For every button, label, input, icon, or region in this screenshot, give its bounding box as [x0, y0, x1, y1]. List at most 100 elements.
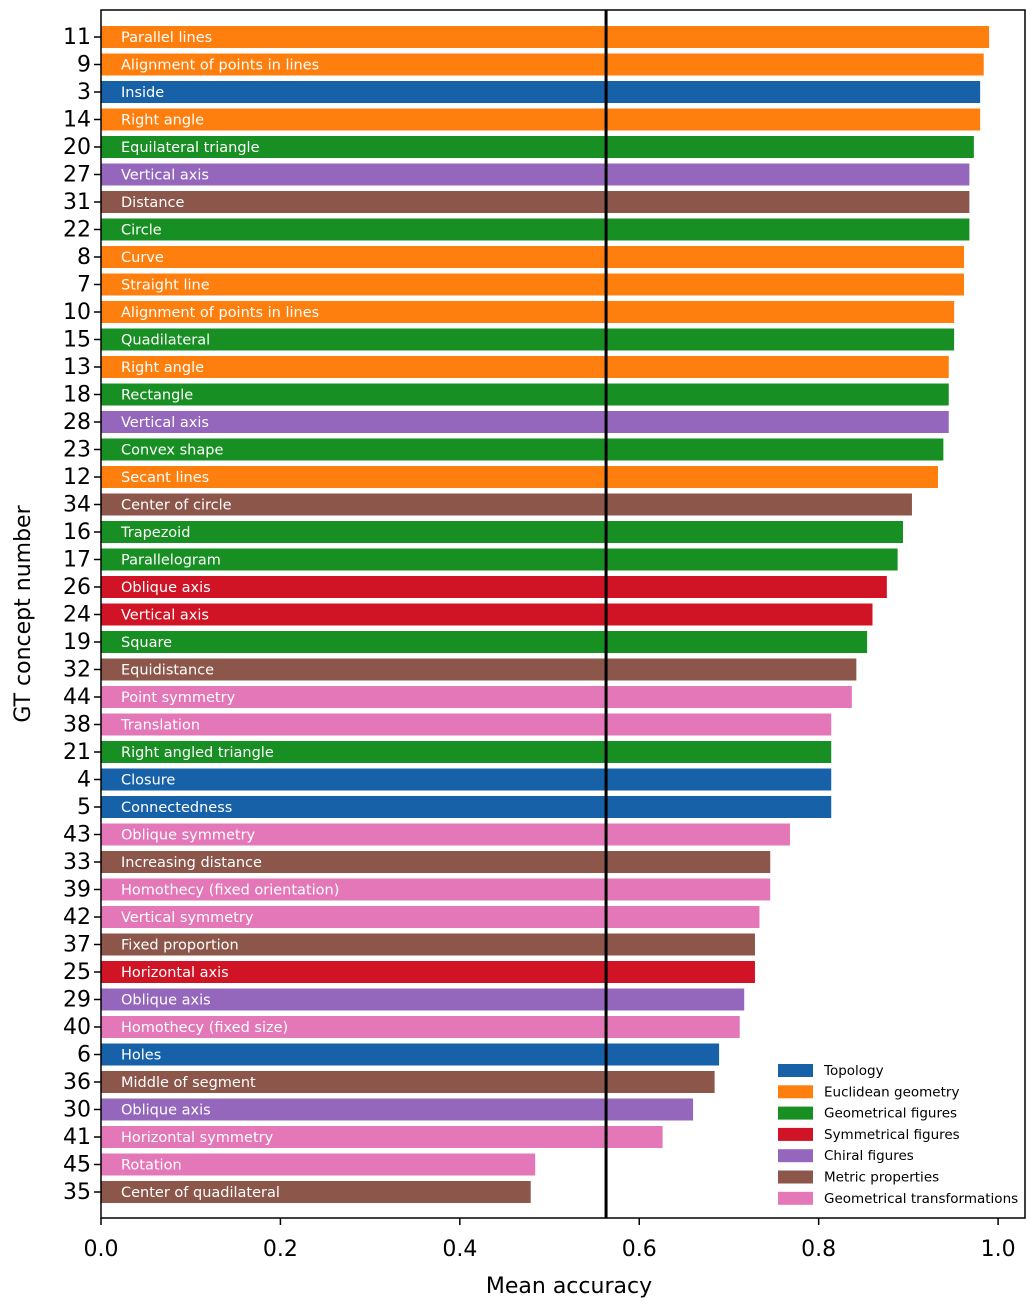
legend-label: Topology: [823, 1063, 884, 1079]
legend-label: Euclidean geometry: [824, 1084, 959, 1100]
y-tick-label: 33: [63, 850, 91, 875]
y-tick-label: 24: [63, 603, 91, 628]
bar-label: Homothecy (fixed size): [121, 1020, 288, 1036]
legend-label: Metric properties: [824, 1170, 939, 1186]
bar: [101, 246, 964, 268]
bar-label: Oblique axis: [121, 1103, 211, 1119]
y-tick-label: 45: [63, 1153, 91, 1178]
bar-label: Quadilateral: [121, 333, 210, 349]
y-tick-label: 36: [63, 1070, 91, 1095]
y-tick-label: 31: [63, 190, 91, 215]
bar: [101, 851, 771, 873]
bar: [101, 631, 868, 653]
y-tick-label: 30: [63, 1098, 91, 1123]
y-tick-label: 19: [63, 630, 91, 655]
bar-label: Vertical axis: [121, 608, 209, 624]
x-axis-label: Mean accuracy: [486, 1274, 652, 1299]
bar-label: Center of circle: [121, 498, 232, 514]
y-tick-label: 22: [63, 218, 91, 243]
bar: [101, 1043, 720, 1066]
bar-label: Distance: [121, 195, 184, 211]
bar: [101, 1016, 740, 1038]
bar: [101, 191, 970, 213]
bar: [101, 328, 955, 351]
bar: [101, 1071, 715, 1093]
bar: [101, 108, 981, 131]
bar: [101, 218, 970, 241]
y-tick-label: 28: [63, 410, 91, 435]
bar: [101, 988, 745, 1011]
bar-label: Alignment of points in lines: [121, 305, 319, 321]
bar: [101, 823, 790, 846]
bar-label: Oblique symmetry: [121, 828, 256, 844]
legend-swatch: [778, 1064, 813, 1077]
y-tick-label: 27: [63, 163, 91, 188]
bar-label: Fixed proportion: [121, 938, 239, 954]
bar: [101, 466, 938, 488]
bar-label: Equidistance: [121, 663, 214, 679]
bar: [101, 741, 832, 763]
y-tick-label: 3: [77, 80, 91, 105]
bar-label: Circle: [121, 223, 162, 239]
bar: [101, 1098, 694, 1121]
bar-label: Horizontal symmetry: [121, 1130, 274, 1146]
y-tick-label: 18: [63, 383, 91, 408]
y-axis-label: GT concept number: [11, 504, 36, 722]
bar-label: Horizontal axis: [121, 965, 229, 981]
bar: [101, 521, 903, 543]
bar: [101, 548, 898, 571]
bar-label: Inside: [121, 85, 164, 101]
x-tick-label: 0.8: [801, 1237, 836, 1262]
bar-label: Homothecy (fixed orientation): [121, 883, 339, 899]
x-tick-label: 0.2: [263, 1237, 298, 1262]
bar: [101, 768, 832, 791]
y-tick-label: 25: [63, 960, 91, 985]
y-tick-label: 8: [77, 245, 91, 270]
bar-label: Rotation: [121, 1158, 182, 1174]
x-tick-label: 0.6: [622, 1237, 657, 1262]
x-tick-label: 0.0: [84, 1237, 119, 1262]
bar-label: Secant lines: [121, 470, 209, 486]
bar-label: Oblique axis: [121, 993, 211, 1009]
legend-swatch: [778, 1106, 813, 1120]
y-tick-label: 4: [77, 768, 91, 793]
y-tick-label: 15: [63, 328, 91, 353]
y-tick-label: 10: [63, 300, 91, 325]
plot-frame: [100, 9, 1026, 1219]
bar: [101, 163, 970, 186]
bar-label: Translation: [120, 718, 200, 734]
y-tick-label: 26: [63, 575, 91, 600]
y-tick-label: 39: [63, 878, 91, 903]
bar-label: Middle of segment: [121, 1075, 256, 1091]
bar-label: Rectangle: [121, 388, 193, 404]
bar-label: Convex shape: [121, 443, 223, 459]
y-tick-label: 40: [63, 1015, 91, 1040]
legend-swatch: [778, 1170, 813, 1184]
legend-swatch: [778, 1191, 813, 1205]
bar-label: Parallelogram: [121, 553, 221, 569]
bar: [101, 273, 964, 296]
bar-label: Center of quadilateral: [121, 1185, 280, 1201]
y-tick-label: 14: [63, 108, 91, 133]
legend-swatch: [778, 1085, 813, 1099]
legend-label: Geometrical figures: [824, 1106, 957, 1122]
y-tick-label: 11: [63, 25, 91, 50]
legend-label: Chiral figures: [824, 1148, 914, 1164]
bar-label: Curve: [121, 250, 164, 266]
y-tick-label: 35: [63, 1180, 91, 1205]
bar: [101, 603, 873, 626]
y-tick-label: 34: [63, 493, 91, 518]
bar-label: Connectedness: [121, 800, 232, 816]
bar: [101, 933, 755, 956]
bar-label: Right angle: [121, 113, 204, 129]
x-tick-label: 0.4: [442, 1237, 477, 1262]
y-tick-label: 16: [63, 520, 91, 545]
bar-label: Equilateral triangle: [121, 140, 260, 156]
bar: [101, 383, 949, 406]
y-tick-label: 42: [63, 905, 91, 930]
bar-label: Vertical axis: [121, 415, 209, 431]
bar: [101, 796, 832, 818]
y-tick-label: 9: [77, 53, 91, 78]
x-tick-label: 1.0: [981, 1237, 1016, 1262]
